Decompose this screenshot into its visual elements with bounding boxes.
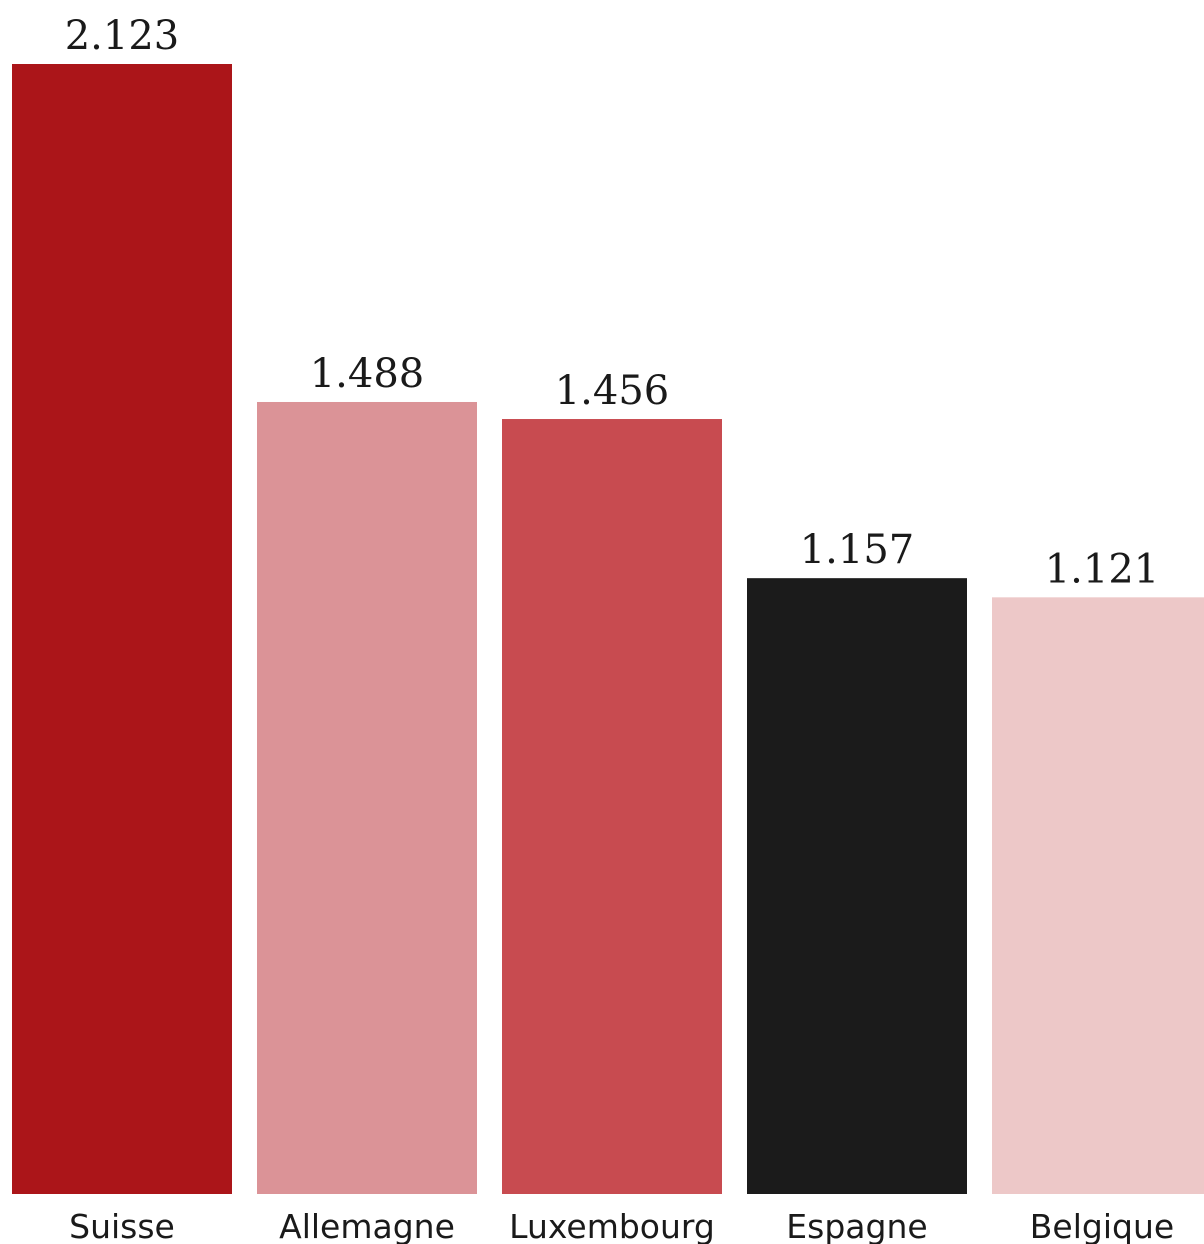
bar-suisse xyxy=(12,64,232,1194)
bars-group xyxy=(12,64,1204,1194)
category-label-allemagne: Allemagne xyxy=(279,1207,455,1244)
value-label-luxembourg: 1.456 xyxy=(555,368,670,414)
bar-belgique xyxy=(992,597,1204,1194)
bar-espagne xyxy=(747,578,967,1194)
category-labels-group: Suisse Allemagne Luxembourg Espagne Belgique xyxy=(69,1207,1174,1244)
value-labels-group: 2.123 1.488 1.456 1.157 1.121 xyxy=(65,13,1160,592)
category-label-suisse: Suisse xyxy=(69,1207,175,1244)
category-label-belgique: Belgique xyxy=(1030,1207,1174,1244)
category-label-espagne: Espagne xyxy=(786,1207,927,1244)
category-label-luxembourg: Luxembourg xyxy=(509,1207,715,1244)
value-label-espagne: 1.157 xyxy=(800,527,915,573)
bar-luxembourg xyxy=(502,419,722,1194)
value-label-allemagne: 1.488 xyxy=(310,351,425,397)
value-label-belgique: 1.121 xyxy=(1045,546,1160,592)
bar-allemagne xyxy=(257,401,477,1194)
value-label-suisse: 2.123 xyxy=(65,13,180,59)
